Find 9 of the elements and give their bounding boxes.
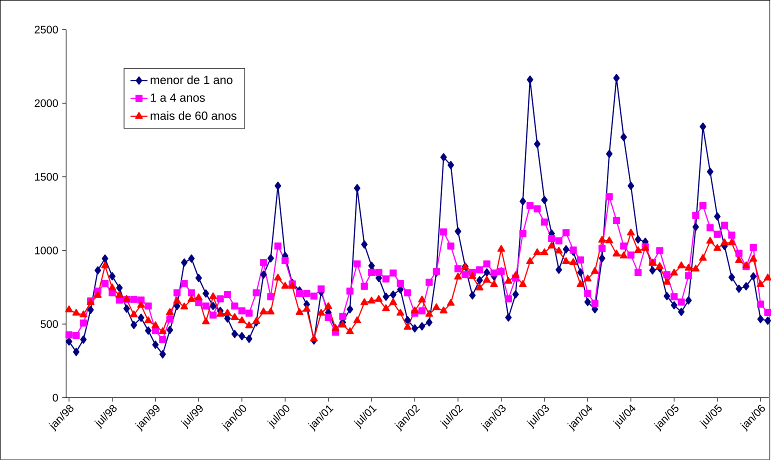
y-tick-label: 0: [52, 394, 58, 402]
y-tick-label: 500: [40, 320, 58, 328]
legend-label: mais de 60 anos: [150, 111, 236, 120]
y-tick-label: 2500: [34, 26, 58, 34]
y-tick-label: 1000: [35, 246, 58, 254]
y-tick-label: 2000: [34, 99, 58, 108]
y-tick-label: 1500: [35, 173, 58, 181]
legend-label: 1 a 4 anos: [150, 94, 205, 102]
legend-label: menor de 1 ano: [150, 76, 232, 84]
